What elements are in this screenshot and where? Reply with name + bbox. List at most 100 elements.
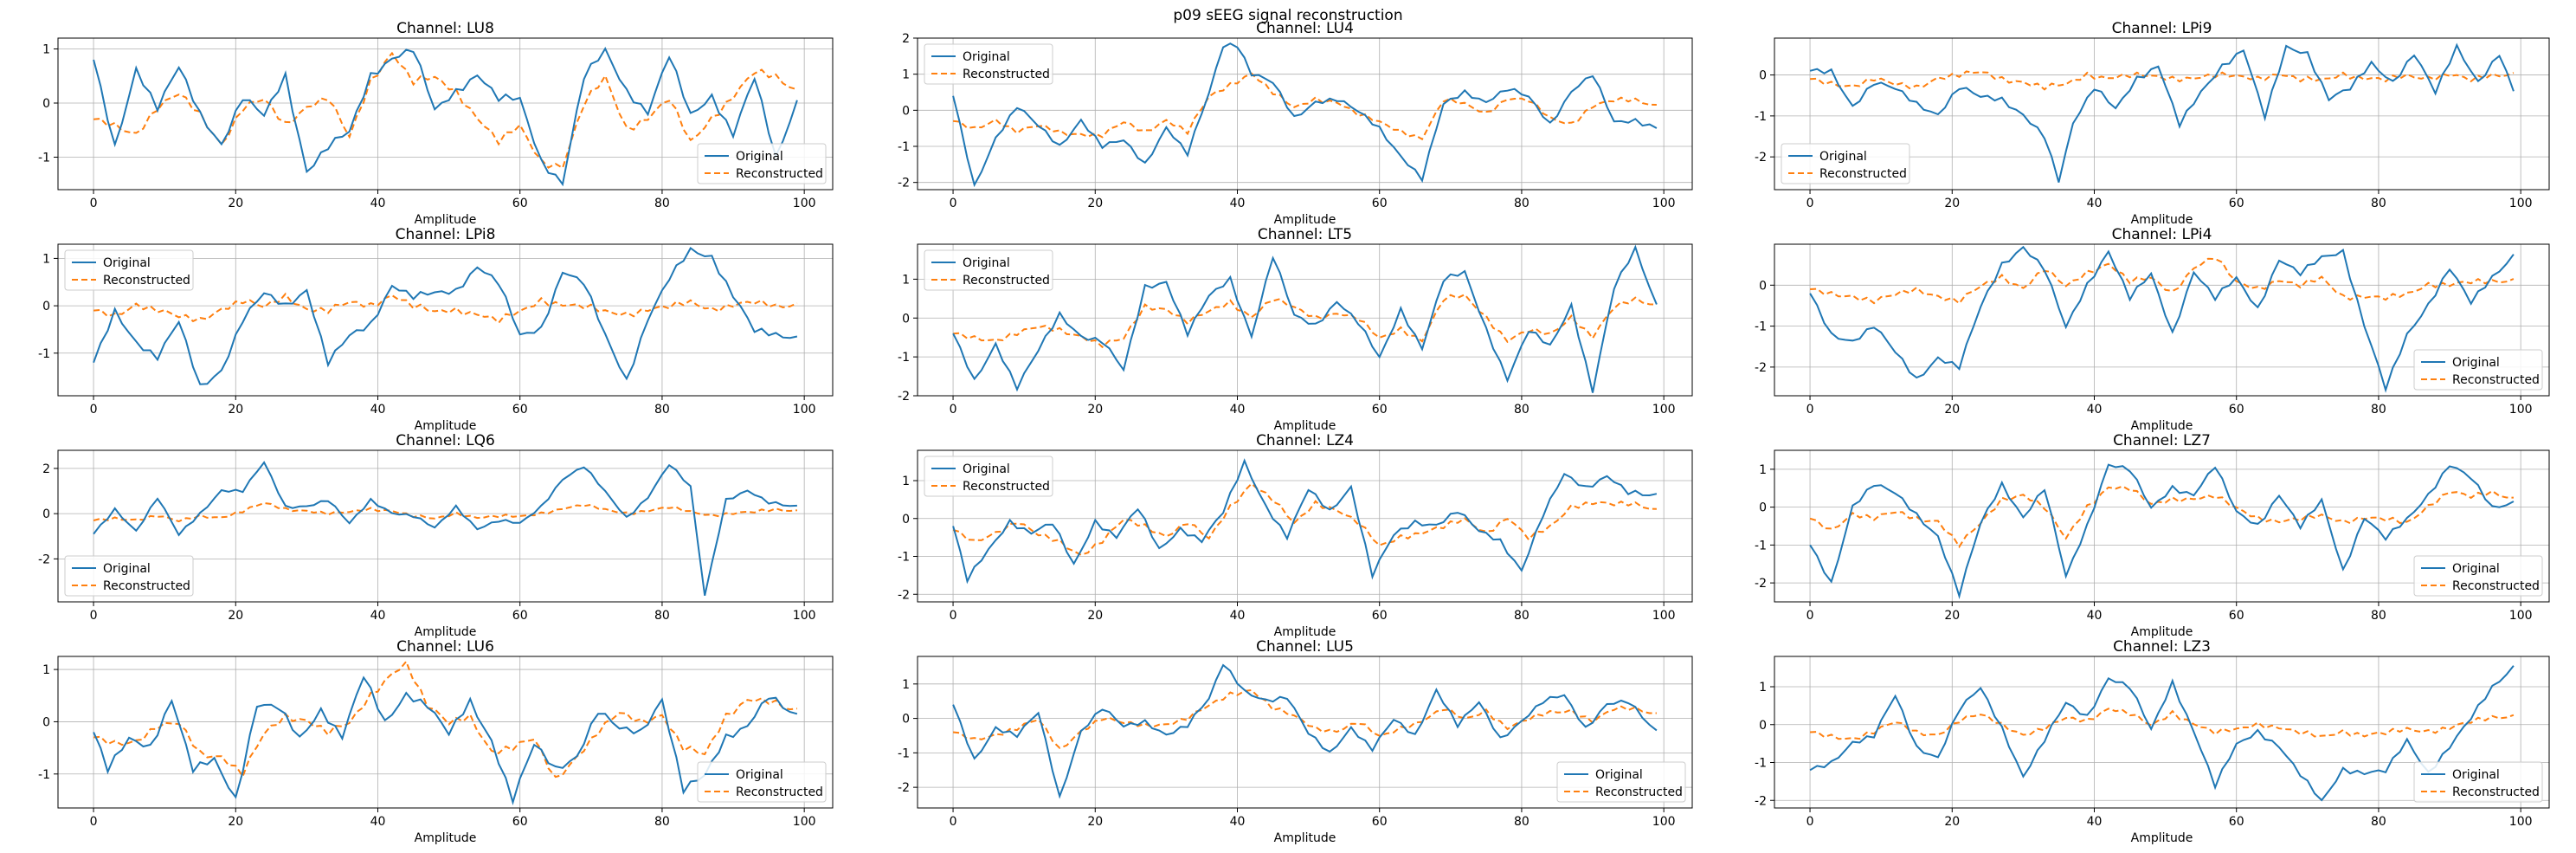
y-tick-label: 0	[1759, 719, 1767, 733]
series-line-original	[1809, 665, 2515, 802]
x-tick-label: 60	[512, 197, 528, 210]
axes-frame	[1774, 449, 2550, 603]
series-line-original	[93, 46, 798, 187]
x-tick-label: 80	[1514, 609, 1530, 623]
x-tick-label: 100	[2509, 609, 2533, 623]
x-tick-label: 0	[1806, 197, 1814, 210]
x-tick-label: 0	[950, 197, 957, 210]
y-tick-label: -2	[1755, 577, 1767, 591]
subplot-6: 0 20 40 60 80 100 -2 -1 0 Channel: LPi4 Amplitude O…	[1755, 226, 2550, 433]
subplot-title: Channel: LZ7	[2113, 432, 2211, 449]
x-tick-label: 100	[1652, 815, 1676, 829]
x-axis-label: Amplitude	[2131, 213, 2193, 227]
y-tick-label: 0	[902, 713, 910, 727]
axes-frame	[57, 243, 834, 397]
figure-suptitle: p09 sEEG signal reconstruction	[1173, 7, 1402, 24]
subplot-7: 0 20 40 60 80 100 -2 0 2 Channel: LQ6 Amplitude Ori…	[38, 432, 834, 639]
legend: Original Reconstructed	[924, 43, 1053, 85]
series-line-reconstructed	[1810, 257, 2515, 305]
x-tick-label: 100	[793, 197, 816, 210]
x-tick-label: 80	[654, 197, 670, 210]
x-axis-label: Amplitude	[1274, 625, 1336, 639]
axes-frame	[917, 243, 1693, 397]
x-tick-label: 100	[2509, 815, 2533, 829]
subplot-title: Channel: LZ4	[1256, 432, 1354, 449]
legend-label-original: Original	[963, 462, 1010, 476]
x-tick-label: 60	[2229, 815, 2244, 829]
subplot-2: 0 20 40 60 80 100 -2 -1 0 1 2 Channel: LU4 Amplitude…	[898, 20, 1693, 227]
legend-label-reconstructed: Reconstructed	[2452, 579, 2540, 593]
subplot-11: 0 20 40 60 80 100 -2 -1 0 1 Channel: LU5 Amplitude O…	[898, 638, 1693, 845]
x-tick-label: 20	[228, 197, 243, 210]
subplot-title: Channel: LPi4	[2112, 226, 2212, 243]
x-tick-label: 20	[1087, 609, 1103, 623]
y-tick-label: -1	[898, 746, 910, 760]
x-tick-label: 40	[370, 815, 386, 829]
y-tick-label: -1	[38, 768, 50, 782]
x-tick-label: 100	[2509, 403, 2533, 417]
x-tick-label: 80	[654, 403, 670, 417]
x-tick-label: 40	[2087, 609, 2103, 623]
y-tick-label: 1	[42, 663, 50, 677]
y-tick-label: 0	[42, 300, 50, 313]
axes-frame	[57, 449, 834, 603]
legend-label-original: Original	[1819, 150, 1867, 164]
legend: Original Reconstructed	[2413, 555, 2543, 597]
y-tick-label: 0	[42, 715, 50, 729]
series-line-original	[952, 458, 1658, 585]
subplot-5: 0 20 40 60 80 100 -2 -1 0 1 Channel: LT5 Amplitude O…	[898, 226, 1693, 433]
series-line-original	[1809, 42, 2515, 183]
y-tick-label: -1	[898, 351, 910, 365]
x-tick-label: 20	[1944, 403, 1960, 417]
legend-label-original: Original	[963, 50, 1010, 64]
x-tick-label: 80	[654, 815, 670, 829]
subplot-title: Channel: LU6	[396, 638, 494, 656]
legend-label-original: Original	[2452, 356, 2500, 370]
legend-label-original: Original	[103, 256, 151, 270]
axes-frame	[57, 656, 834, 809]
x-tick-label: 80	[2371, 197, 2386, 210]
legend: Original Reconstructed	[64, 555, 194, 597]
subplot-3: 0 20 40 60 80 100 -2 -1 0 Channel: LPi9 Amplitude O…	[1755, 20, 2550, 227]
y-tick-label: -1	[38, 152, 50, 165]
y-tick-label: -2	[38, 553, 50, 566]
legend-label-reconstructed: Reconstructed	[1595, 785, 1683, 799]
series-line-reconstructed	[952, 482, 1657, 556]
series-line-reconstructed	[93, 501, 797, 523]
x-tick-label: 0	[950, 815, 957, 829]
y-tick-label: 0	[42, 97, 50, 111]
x-tick-label: 60	[2229, 197, 2244, 210]
legend: Original Reconstructed	[697, 143, 827, 184]
y-tick-label: 1	[902, 68, 910, 82]
y-tick-label: 0	[902, 513, 910, 527]
legend-label-original: Original	[2452, 562, 2500, 576]
legend-box	[924, 249, 1053, 291]
x-tick-label: 100	[793, 403, 816, 417]
subplot-title: Channel: LPi8	[396, 226, 496, 243]
y-tick-label: -2	[898, 390, 910, 404]
series-line-original	[93, 247, 798, 385]
x-axis-label: Amplitude	[415, 419, 477, 433]
y-tick-label: -1	[1755, 539, 1767, 553]
y-tick-label: 0	[902, 104, 910, 118]
legend-box	[924, 43, 1053, 85]
x-tick-label: 40	[370, 197, 386, 210]
axes-frame	[917, 449, 1693, 603]
x-tick-label: 40	[2087, 815, 2103, 829]
legend-box	[1556, 761, 1686, 803]
y-tick-label: -2	[1755, 151, 1767, 165]
subplot-title: Channel: LPi9	[2112, 20, 2212, 37]
legend-box	[924, 456, 1053, 497]
x-tick-label: 20	[1087, 197, 1103, 210]
x-tick-label: 40	[2087, 403, 2103, 417]
legend-label-original: Original	[736, 768, 783, 782]
legend-box	[2413, 761, 2543, 803]
x-tick-label: 0	[90, 197, 98, 210]
legend-label-reconstructed: Reconstructed	[736, 167, 823, 181]
x-tick-label: 60	[512, 609, 528, 623]
y-tick-label: 1	[42, 252, 50, 266]
legend: Original Reconstructed	[2413, 349, 2543, 391]
legend-box	[1781, 143, 1910, 184]
